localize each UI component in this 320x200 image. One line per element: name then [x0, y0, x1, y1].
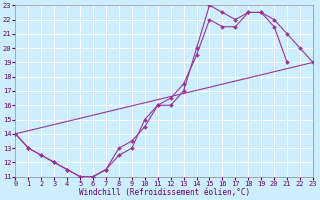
X-axis label: Windchill (Refroidissement éolien,°C): Windchill (Refroidissement éolien,°C): [79, 188, 250, 197]
